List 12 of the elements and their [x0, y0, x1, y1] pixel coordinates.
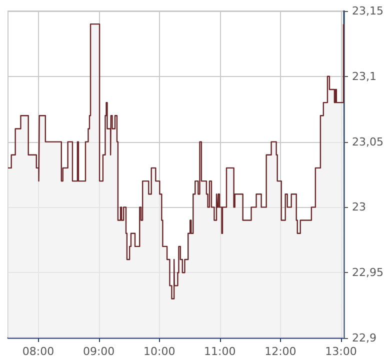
- x-tick-label: 08:00: [22, 345, 54, 358]
- x-tick-label: 10:00: [144, 345, 176, 358]
- y-tick-label: 23,1: [352, 70, 376, 83]
- x-tick-label: 11:00: [204, 345, 236, 358]
- y-tick-label: 22,95: [352, 266, 384, 280]
- y-tick-label: 23: [352, 200, 366, 214]
- x-tick-label: 09:00: [82, 345, 115, 358]
- y-tick-label: 22,9: [352, 332, 376, 344]
- x-tick-label: 13:00: [325, 345, 357, 358]
- y-tick-label: 23,05: [352, 135, 384, 148]
- x-tick-label: 12:00: [264, 345, 296, 358]
- y-tick-label: 23,15: [352, 4, 384, 18]
